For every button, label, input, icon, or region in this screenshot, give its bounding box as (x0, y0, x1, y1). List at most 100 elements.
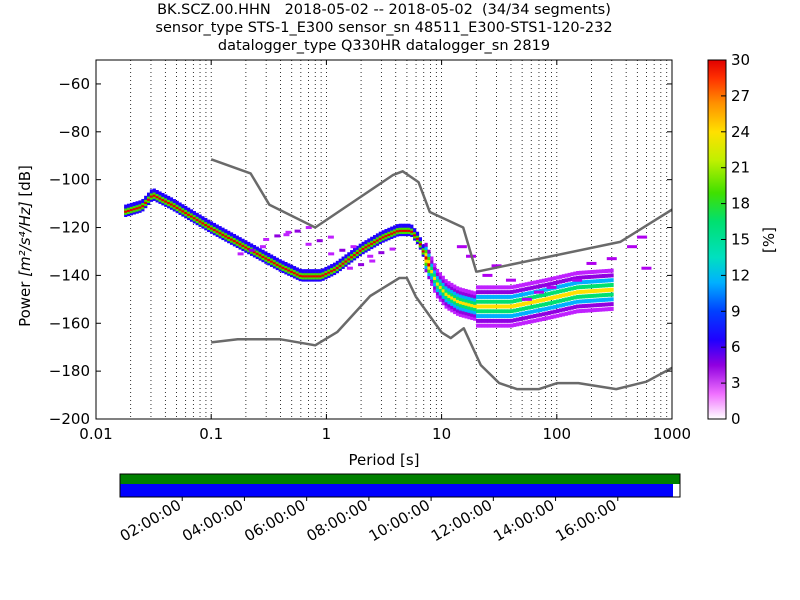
psd-cell (493, 290, 497, 295)
psd-cell (481, 304, 485, 309)
psd-cell (476, 314, 480, 319)
psd-cell (521, 287, 525, 292)
psd-cell (430, 256, 434, 261)
psd-cell (576, 294, 580, 299)
psd-cell (278, 263, 282, 268)
x-tick-label: 10 (432, 425, 451, 443)
psd-cell (473, 291, 477, 296)
psd-cell (415, 233, 420, 238)
y-tick-label: −180 (49, 362, 90, 380)
psd-cell (184, 214, 188, 219)
psd-cell (209, 223, 214, 228)
psd-cell (427, 256, 431, 261)
psd-cell (215, 224, 219, 229)
psd-cell (527, 319, 531, 324)
psd-cell (578, 304, 583, 309)
psd-cell (530, 319, 534, 324)
psd-cell (124, 210, 128, 215)
psd-cell (347, 254, 351, 259)
psd-cell (596, 269, 600, 274)
psd-cell (227, 230, 231, 235)
psd-cell (404, 223, 408, 228)
psd-cell (510, 290, 514, 295)
psd-cell (550, 281, 554, 286)
psd-cell (478, 314, 483, 319)
time-coverage-frame (119, 473, 681, 498)
y-tick-label: −160 (49, 314, 90, 332)
psd-cell (513, 308, 517, 313)
colorbar-tick-label: 24 (731, 123, 750, 141)
psd-cell (510, 313, 514, 318)
psd-cell (550, 276, 554, 281)
psd-cell (178, 210, 182, 215)
chart-title-line-3: datalogger_type Q330HR datalogger_sn 281… (217, 38, 551, 54)
psd-cell (298, 270, 302, 275)
psd-cell (581, 299, 586, 304)
psd-cell (493, 304, 497, 309)
psd-cell (561, 298, 566, 303)
psd-cell (581, 275, 586, 280)
y-axis-ticks: −200 −180 −160 −140 −120 −100 −80 −60 (49, 75, 672, 428)
psd-cell (350, 258, 354, 263)
psd-cell (355, 252, 360, 257)
psd-cell (541, 302, 546, 307)
psd-cell (241, 247, 245, 252)
psd-cell (587, 303, 591, 308)
psd-cell (593, 284, 597, 289)
psd-cell (244, 244, 248, 249)
psd-cell (229, 240, 234, 245)
psd-cell (637, 235, 648, 239)
psd-cell (561, 283, 566, 288)
psd-cell (335, 262, 340, 267)
psd-cell (496, 314, 500, 319)
time-tick-label: 12:00:00 (428, 496, 495, 545)
psd-cell (410, 228, 414, 233)
psd-cell (527, 300, 531, 305)
psd-cell (599, 302, 603, 307)
psd-cell (533, 304, 537, 309)
psd-cell (567, 277, 571, 282)
chart-title-line-1: BK.SCZ.00.HHN 2018-05-02 -- 2018-05-02 (… (157, 2, 611, 18)
psd-cell (547, 287, 551, 292)
psd-cell (395, 228, 400, 233)
psd-cell (158, 197, 162, 202)
psd-cell (513, 313, 517, 318)
psd-cell (541, 317, 546, 322)
psd-cell (355, 254, 360, 259)
psd-cell (347, 258, 351, 263)
psd-cell (378, 238, 382, 243)
psd-cell (398, 230, 402, 235)
psd-cell (424, 249, 428, 254)
psd-cell (252, 251, 257, 256)
psd-cell (584, 294, 588, 299)
psd-cell (398, 223, 402, 228)
psd-cell (247, 243, 251, 248)
psd-cell (152, 190, 156, 195)
psd-cell (395, 230, 400, 235)
psd-cell (135, 203, 139, 208)
psd-cell (278, 261, 282, 266)
psd-cell (627, 245, 638, 249)
psd-cell (352, 256, 357, 261)
psd-cell (513, 289, 517, 294)
psd-cell (458, 293, 463, 298)
psd-cell (455, 286, 460, 291)
psd-cell (390, 235, 394, 240)
psd-cell (544, 311, 548, 316)
psd-cell (304, 269, 308, 274)
psd-cell (294, 229, 301, 233)
psd-cell (418, 243, 422, 248)
psd-cell (390, 232, 394, 237)
psd-cell (641, 266, 652, 270)
psd-cell (364, 246, 368, 251)
psd-cell (310, 277, 314, 282)
psd-cell (287, 267, 291, 272)
psd-cell (570, 272, 574, 277)
psd-cell (487, 285, 491, 290)
psd-cell (473, 294, 477, 299)
colorbar-tick-label: 9 (731, 302, 741, 320)
psd-cell (481, 294, 485, 299)
psd-cell (290, 273, 294, 278)
psd-cell (272, 260, 277, 265)
psd-cell (513, 303, 517, 308)
